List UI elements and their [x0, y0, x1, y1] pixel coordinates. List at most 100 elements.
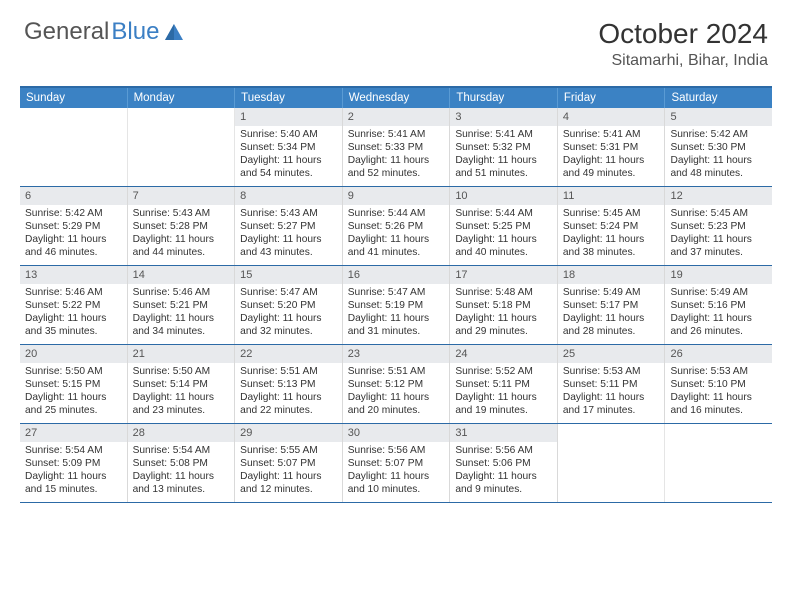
sunrise-line: Sunrise: 5:40 AM — [240, 128, 337, 141]
day-cell: 7Sunrise: 5:43 AMSunset: 5:28 PMDaylight… — [128, 187, 236, 265]
day-number: 8 — [235, 187, 342, 205]
day-cell: 27Sunrise: 5:54 AMSunset: 5:09 PMDayligh… — [20, 424, 128, 502]
daylight-line: Daylight: 11 hours and 54 minutes. — [240, 154, 337, 180]
daylight-line: Daylight: 11 hours and 51 minutes. — [455, 154, 552, 180]
day-cell: 31Sunrise: 5:56 AMSunset: 5:06 PMDayligh… — [450, 424, 558, 502]
sunset-line: Sunset: 5:11 PM — [455, 378, 552, 391]
day-cell: 15Sunrise: 5:47 AMSunset: 5:20 PMDayligh… — [235, 266, 343, 344]
daylight-line: Daylight: 11 hours and 23 minutes. — [133, 391, 230, 417]
day-number: 7 — [128, 187, 235, 205]
day-number: 27 — [20, 424, 127, 442]
day-cell: 26Sunrise: 5:53 AMSunset: 5:10 PMDayligh… — [665, 345, 772, 423]
sunrise-line: Sunrise: 5:47 AM — [240, 286, 337, 299]
day-number: 21 — [128, 345, 235, 363]
daylight-line: Daylight: 11 hours and 20 minutes. — [348, 391, 445, 417]
day-body: Sunrise: 5:46 AMSunset: 5:22 PMDaylight:… — [20, 284, 127, 342]
daylight-line: Daylight: 11 hours and 32 minutes. — [240, 312, 337, 338]
daylight-line: Daylight: 11 hours and 22 minutes. — [240, 391, 337, 417]
day-body: Sunrise: 5:54 AMSunset: 5:09 PMDaylight:… — [20, 442, 127, 500]
sunrise-line: Sunrise: 5:48 AM — [455, 286, 552, 299]
sunrise-line: Sunrise: 5:45 AM — [563, 207, 660, 220]
day-body: Sunrise: 5:53 AMSunset: 5:11 PMDaylight:… — [558, 363, 665, 421]
weekday-header: Sunday — [20, 88, 128, 108]
header: GeneralBlue October 2024 Sitamarhi, Biha… — [0, 0, 792, 78]
day-cell: 19Sunrise: 5:49 AMSunset: 5:16 PMDayligh… — [665, 266, 772, 344]
day-number: 31 — [450, 424, 557, 442]
empty-cell — [558, 424, 666, 502]
daylight-line: Daylight: 11 hours and 52 minutes. — [348, 154, 445, 180]
sunrise-line: Sunrise: 5:49 AM — [563, 286, 660, 299]
daylight-line: Daylight: 11 hours and 38 minutes. — [563, 233, 660, 259]
day-cell: 13Sunrise: 5:46 AMSunset: 5:22 PMDayligh… — [20, 266, 128, 344]
sunset-line: Sunset: 5:32 PM — [455, 141, 552, 154]
sunrise-line: Sunrise: 5:53 AM — [563, 365, 660, 378]
sunrise-line: Sunrise: 5:56 AM — [348, 444, 445, 457]
daylight-line: Daylight: 11 hours and 28 minutes. — [563, 312, 660, 338]
day-cell: 28Sunrise: 5:54 AMSunset: 5:08 PMDayligh… — [128, 424, 236, 502]
daylight-line: Daylight: 11 hours and 40 minutes. — [455, 233, 552, 259]
weekday-header: Wednesday — [343, 88, 451, 108]
day-number: 10 — [450, 187, 557, 205]
sunset-line: Sunset: 5:07 PM — [240, 457, 337, 470]
weekday-header: Tuesday — [235, 88, 343, 108]
daylight-line: Daylight: 11 hours and 19 minutes. — [455, 391, 552, 417]
day-cell: 18Sunrise: 5:49 AMSunset: 5:17 PMDayligh… — [558, 266, 666, 344]
sunrise-line: Sunrise: 5:50 AM — [133, 365, 230, 378]
daylight-line: Daylight: 11 hours and 12 minutes. — [240, 470, 337, 496]
day-number: 4 — [558, 108, 665, 126]
sunset-line: Sunset: 5:19 PM — [348, 299, 445, 312]
day-body: Sunrise: 5:51 AMSunset: 5:12 PMDaylight:… — [343, 363, 450, 421]
sunrise-line: Sunrise: 5:49 AM — [670, 286, 767, 299]
week-row: 20Sunrise: 5:50 AMSunset: 5:15 PMDayligh… — [20, 345, 772, 424]
day-number: 5 — [665, 108, 772, 126]
sunrise-line: Sunrise: 5:51 AM — [348, 365, 445, 378]
sunrise-line: Sunrise: 5:43 AM — [240, 207, 337, 220]
sunset-line: Sunset: 5:15 PM — [25, 378, 122, 391]
day-body: Sunrise: 5:46 AMSunset: 5:21 PMDaylight:… — [128, 284, 235, 342]
sunrise-line: Sunrise: 5:46 AM — [133, 286, 230, 299]
sunrise-line: Sunrise: 5:43 AM — [133, 207, 230, 220]
empty-cell — [20, 108, 128, 186]
day-body: Sunrise: 5:56 AMSunset: 5:06 PMDaylight:… — [450, 442, 557, 500]
day-cell: 21Sunrise: 5:50 AMSunset: 5:14 PMDayligh… — [128, 345, 236, 423]
sunrise-line: Sunrise: 5:41 AM — [348, 128, 445, 141]
day-body: Sunrise: 5:47 AMSunset: 5:19 PMDaylight:… — [343, 284, 450, 342]
day-body: Sunrise: 5:54 AMSunset: 5:08 PMDaylight:… — [128, 442, 235, 500]
day-number: 14 — [128, 266, 235, 284]
sunrise-line: Sunrise: 5:51 AM — [240, 365, 337, 378]
logo: GeneralBlue — [24, 18, 185, 46]
sunset-line: Sunset: 5:29 PM — [25, 220, 122, 233]
sunset-line: Sunset: 5:16 PM — [670, 299, 767, 312]
sunrise-line: Sunrise: 5:50 AM — [25, 365, 122, 378]
day-cell: 4Sunrise: 5:41 AMSunset: 5:31 PMDaylight… — [558, 108, 666, 186]
day-number: 15 — [235, 266, 342, 284]
weekday-header: Friday — [558, 88, 666, 108]
day-number: 16 — [343, 266, 450, 284]
sunrise-line: Sunrise: 5:42 AM — [25, 207, 122, 220]
sunset-line: Sunset: 5:23 PM — [670, 220, 767, 233]
sunrise-line: Sunrise: 5:55 AM — [240, 444, 337, 457]
day-cell: 10Sunrise: 5:44 AMSunset: 5:25 PMDayligh… — [450, 187, 558, 265]
sunset-line: Sunset: 5:13 PM — [240, 378, 337, 391]
day-number: 23 — [343, 345, 450, 363]
day-cell: 22Sunrise: 5:51 AMSunset: 5:13 PMDayligh… — [235, 345, 343, 423]
daylight-line: Daylight: 11 hours and 15 minutes. — [25, 470, 122, 496]
day-body: Sunrise: 5:49 AMSunset: 5:17 PMDaylight:… — [558, 284, 665, 342]
daylight-line: Daylight: 11 hours and 16 minutes. — [670, 391, 767, 417]
day-number: 9 — [343, 187, 450, 205]
empty-cell — [665, 424, 772, 502]
week-row: 13Sunrise: 5:46 AMSunset: 5:22 PMDayligh… — [20, 266, 772, 345]
logo-text-2: Blue — [111, 18, 159, 46]
daylight-line: Daylight: 11 hours and 35 minutes. — [25, 312, 122, 338]
daylight-line: Daylight: 11 hours and 43 minutes. — [240, 233, 337, 259]
daylight-line: Daylight: 11 hours and 26 minutes. — [670, 312, 767, 338]
weekday-header: Thursday — [450, 88, 558, 108]
day-body: Sunrise: 5:42 AMSunset: 5:29 PMDaylight:… — [20, 205, 127, 263]
day-body: Sunrise: 5:52 AMSunset: 5:11 PMDaylight:… — [450, 363, 557, 421]
day-cell: 8Sunrise: 5:43 AMSunset: 5:27 PMDaylight… — [235, 187, 343, 265]
day-body: Sunrise: 5:44 AMSunset: 5:25 PMDaylight:… — [450, 205, 557, 263]
day-cell: 23Sunrise: 5:51 AMSunset: 5:12 PMDayligh… — [343, 345, 451, 423]
day-number: 25 — [558, 345, 665, 363]
day-cell: 9Sunrise: 5:44 AMSunset: 5:26 PMDaylight… — [343, 187, 451, 265]
daylight-line: Daylight: 11 hours and 9 minutes. — [455, 470, 552, 496]
